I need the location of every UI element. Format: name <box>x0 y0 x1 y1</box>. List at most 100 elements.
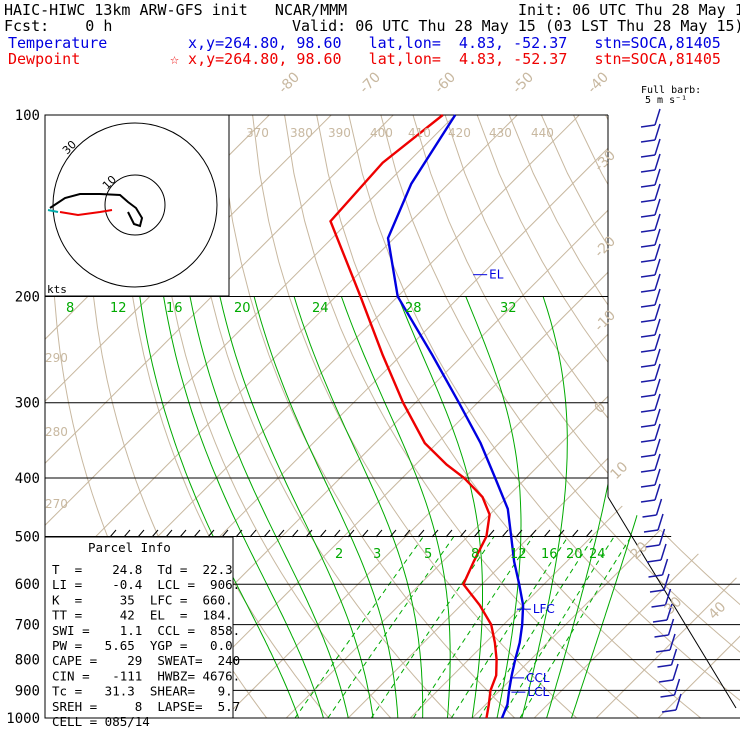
wind-barb-flag <box>646 559 662 563</box>
freezing-level-hatch <box>347 529 355 538</box>
temperature-label: -60 <box>432 69 459 96</box>
dry-adiabat-line <box>444 115 740 718</box>
freezing-level-hatch <box>445 529 453 538</box>
theta-label: 440 <box>531 126 554 140</box>
wind-barb-flag <box>640 169 656 173</box>
temperature-label: -10 <box>592 307 619 334</box>
wind-barb <box>675 693 682 711</box>
theta-label: 270 <box>45 497 68 511</box>
wind-barb <box>654 228 661 246</box>
pressure-tick-label: 400 <box>15 471 40 487</box>
moist-adiabat-line <box>521 296 568 718</box>
isotherm-line <box>45 115 332 718</box>
freezing-level-hatch <box>501 529 509 538</box>
title-line-1: HAIC-HIWC 13km ARW-GFS init NCAR/MMM <box>4 1 348 19</box>
mixing-ratio-label: 16 <box>541 547 558 562</box>
moist-adiabat-label: 8 <box>66 301 74 316</box>
theta-label: 420 <box>448 126 471 140</box>
wind-barb-flag <box>640 154 656 158</box>
wind-barb <box>661 558 669 576</box>
moist-adiabat-label: 28 <box>405 301 422 316</box>
temperature-label: 30 <box>662 594 686 618</box>
freezing-level-hatch <box>137 529 145 538</box>
temperature-label: -40 <box>585 69 612 96</box>
wind-barb-flag <box>652 619 668 623</box>
freezing-level-hatch <box>543 529 551 538</box>
hodograph-trace-low <box>59 209 113 217</box>
wind-barb-column <box>640 108 682 713</box>
wind-barb <box>654 168 661 186</box>
freezing-level-hatch <box>403 529 411 538</box>
wind-barb <box>654 318 661 336</box>
freezing-level-hatch <box>529 529 537 538</box>
moist-adiabat-label: 24 <box>312 301 329 316</box>
wind-barb <box>654 453 661 471</box>
moist-adiabat-line <box>253 296 399 718</box>
wind-barb-flag <box>649 589 665 593</box>
mixing-ratio-label: 5 <box>424 547 432 562</box>
freezing-level-hatch <box>487 529 495 538</box>
freezing-level-hatch <box>375 529 383 538</box>
mixing-ratio-label: 20 <box>566 547 583 562</box>
wind-barb-flag <box>640 379 656 383</box>
isotherm-line <box>45 115 518 718</box>
mixing-ratio-line <box>519 536 632 718</box>
freezing-level-hatch <box>179 529 187 538</box>
wind-barb <box>654 153 661 171</box>
hodograph-trace <box>49 193 144 228</box>
wind-barb-flag <box>640 304 656 308</box>
moist-adiabat-line <box>293 296 424 718</box>
wind-barb-flag <box>655 649 671 653</box>
wind-barb <box>667 618 675 636</box>
freezing-level-hatch <box>319 529 327 538</box>
wind-barb-flag <box>645 544 660 548</box>
dry-adiabat-line <box>637 115 740 718</box>
wind-barb-flag <box>643 529 659 533</box>
isotherm-line <box>45 115 394 718</box>
theta-label: 400 <box>370 126 393 140</box>
isotherm-line <box>533 115 740 718</box>
parcel-row: TT = 42 EL = 184. <box>52 608 233 623</box>
dry-adiabat-line <box>412 115 740 718</box>
wind-barb <box>666 603 673 621</box>
mixing-ratio-label: 8 <box>471 547 479 562</box>
wind-barb <box>654 138 661 156</box>
freezing-level-hatch <box>417 529 425 538</box>
pressure-tick-label: 500 <box>15 529 40 545</box>
dewpoint-legend-label: Dewpoint <box>8 50 81 68</box>
valid-time: Valid: 06 UTC Thu 28 May 15 (03 LST Thu … <box>292 17 740 35</box>
dry-adiabat-line <box>669 115 740 718</box>
mixing-ratio-line <box>478 536 595 718</box>
mixing-ratio-label: 12 <box>510 547 527 562</box>
dry-adiabat-line <box>380 115 740 718</box>
freezing-level-hatch <box>263 529 271 538</box>
moist-adiabat-label: 20 <box>234 301 251 316</box>
freezing-level-hatch <box>123 529 131 538</box>
temperature-profile <box>386 114 525 719</box>
freezing-level-hatch <box>221 529 229 538</box>
temperature-label: 10 <box>608 459 632 483</box>
freezing-level-hatch <box>235 529 243 538</box>
wind-barb-flag <box>658 679 674 683</box>
freezing-level-hatch <box>431 529 439 538</box>
level-label: LCL <box>527 685 549 699</box>
wind-barb <box>672 663 679 681</box>
parcel-row: CELL = 085/14 <box>52 714 150 729</box>
wind-barb-flag <box>660 694 675 698</box>
pressure-tick-label: 300 <box>15 396 40 412</box>
dry-adiabat-line <box>316 115 702 718</box>
pressure-tick-label: 1000 <box>6 711 40 727</box>
pressure-tick-label: 800 <box>15 653 40 669</box>
barb-scale-label: Full barb: <box>641 85 702 96</box>
freezing-level-hatch <box>585 529 593 538</box>
freezing-level-hatch <box>109 529 117 538</box>
theta-label: 290 <box>45 351 68 365</box>
parcel-row: SWI = 1.1 CCL = 858. <box>52 623 240 638</box>
wind-barb-flag <box>640 319 656 323</box>
wind-barb-flag <box>640 184 656 188</box>
wind-barb <box>654 108 661 126</box>
freezing-level-hatch <box>515 529 523 538</box>
wind-barb <box>654 258 661 276</box>
